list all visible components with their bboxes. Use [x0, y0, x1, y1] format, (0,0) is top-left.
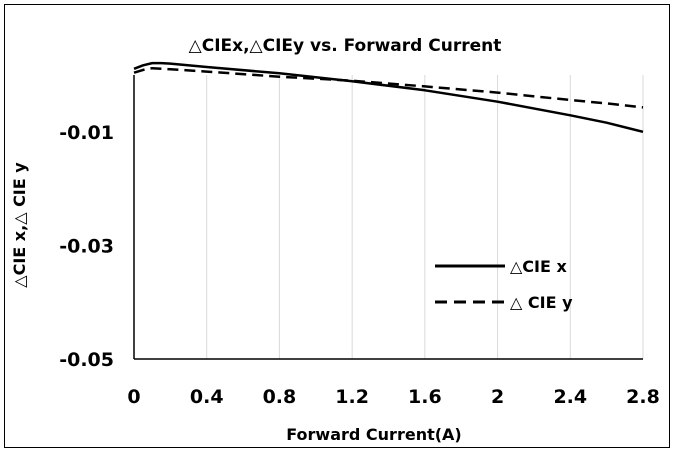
- y-tick-label: -0.01: [59, 122, 114, 144]
- axes: [133, 75, 643, 360]
- chart-title: △CIEx,△CIEy vs. Forward Current: [189, 36, 502, 56]
- grid-lines: [206, 75, 644, 359]
- chart-frame: [4, 4, 670, 448]
- y-tick-labels: -0.01 -0.03 -0.05: [59, 122, 114, 371]
- legend-label-cie-x: △CIE x: [510, 257, 568, 276]
- x-tick-label: 2.8: [626, 386, 660, 408]
- series-line-cie-x: [133, 61, 644, 134]
- x-tick-label: 0.8: [263, 386, 297, 408]
- legend: △CIE x △ CIE y: [435, 257, 573, 312]
- x-tick-label: 0: [127, 386, 140, 408]
- y-tick-label: -0.05: [59, 349, 114, 371]
- x-tick-label: 1.6: [408, 386, 442, 408]
- legend-label-cie-y: △ CIE y: [510, 293, 573, 312]
- x-tick-labels: 0 0.4 0.8 1.2 1.6 2 2.4 2.8: [127, 386, 659, 408]
- x-tick-label: 0.4: [190, 386, 224, 408]
- x-axis-label: Forward Current(A): [286, 425, 461, 444]
- series-lines: [133, 61, 644, 134]
- y-tick-label: -0.03: [59, 235, 114, 257]
- x-tick-label: 1.2: [335, 386, 369, 408]
- y-axis-label: △CIE x,△ CIE y: [10, 162, 29, 288]
- series-line-cie-y: [133, 66, 644, 109]
- x-tick-label: 2.4: [553, 386, 587, 408]
- x-tick-label: 2: [491, 386, 504, 408]
